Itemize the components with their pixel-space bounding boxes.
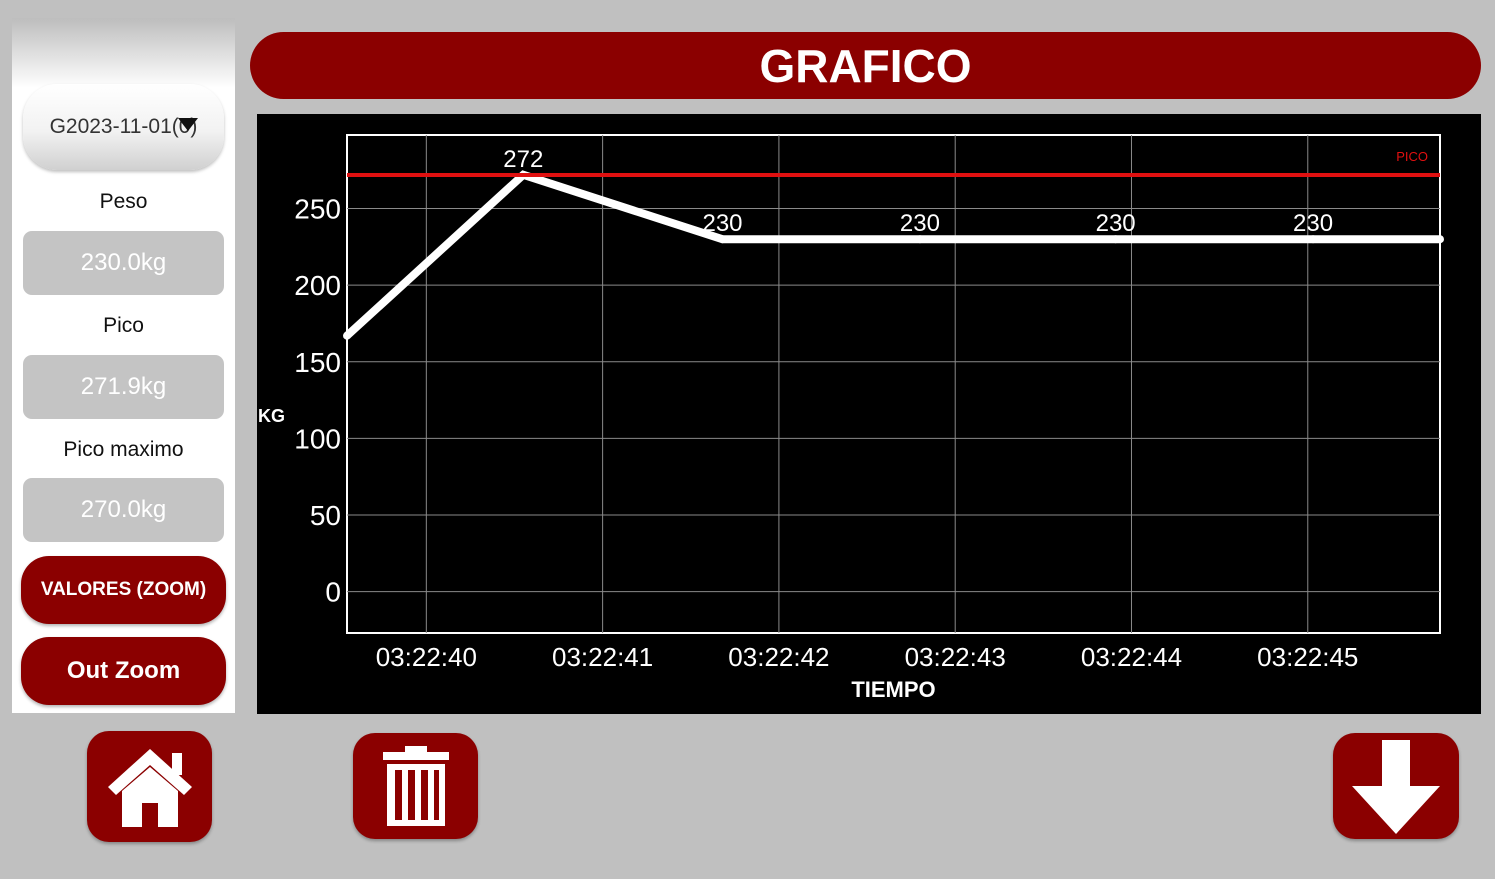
dropdown-arrow-icon [178, 118, 198, 131]
plot-frame [346, 134, 1441, 634]
y-tick-label: 250 [294, 194, 341, 225]
x-tick-label: 03:22:41 [552, 642, 653, 672]
data-label: 272 [503, 146, 543, 173]
pico-reference-label: PICO [1396, 149, 1428, 164]
x-tick-label: 03:22:45 [1257, 642, 1358, 672]
home-icon [107, 748, 192, 827]
peso-value: 230.0kg [23, 231, 224, 295]
sidebar: G2023-11-01(0) Peso 230.0kg Pico 271.9kg… [12, 18, 235, 713]
file-select-value: G2023-11-01(0) [49, 115, 198, 138]
data-label: 230 [1293, 210, 1333, 237]
peso-label: Peso [99, 190, 148, 213]
x-axis-label: TIEMPO [851, 677, 935, 702]
y-axis-label: KG [258, 406, 285, 426]
zoom-values-button[interactable]: VALORES (ZOOM) [21, 556, 226, 624]
y-tick-label: 100 [294, 423, 341, 454]
download-button[interactable] [1333, 733, 1459, 839]
file-select-dropdown[interactable]: G2023-11-01(0) [23, 84, 224, 170]
data-label: 230 [702, 210, 742, 237]
pico-value: 271.9kg [23, 355, 224, 419]
trash-icon [382, 746, 449, 826]
data-point [1436, 235, 1444, 244]
line-chart[interactable]: 0 50 100 150 200 250 03:22:40 03:22:41 03:22:42 0… [257, 114, 1481, 714]
pico-maximo-label: Pico maximo [63, 438, 184, 461]
x-tick-label: 03:22:42 [728, 642, 829, 672]
pico-maximo-value: 270.0kg [23, 478, 224, 542]
y-tick-label: 0 [325, 577, 341, 608]
data-point [1309, 235, 1318, 244]
x-tick-label: 03:22:40 [376, 642, 477, 672]
x-tick-label: 03:22:44 [1081, 642, 1182, 672]
y-tick-label: 200 [294, 270, 341, 301]
home-button[interactable] [87, 731, 212, 842]
x-tick-label: 03:22:43 [905, 642, 1006, 672]
out-zoom-button[interactable]: Out Zoom [21, 637, 226, 705]
data-label: 230 [1096, 210, 1136, 237]
y-tick-label: 50 [310, 500, 341, 531]
page-title: GRAFICO [250, 32, 1481, 99]
data-point [915, 235, 924, 244]
series-line [344, 170, 1440, 339]
chart-panel: 0 50 100 150 200 250 03:22:40 03:22:41 03:22:42 0… [257, 114, 1481, 714]
sidebar-header-gradient [12, 18, 235, 88]
data-label: 230 [900, 210, 940, 237]
delete-button[interactable] [353, 733, 478, 839]
data-point [1111, 235, 1120, 244]
y-tick-label: 150 [294, 347, 341, 378]
pico-label: Pico [103, 314, 144, 337]
arrow-down-icon [1352, 740, 1440, 834]
data-point [718, 235, 727, 244]
data-point [343, 331, 351, 340]
